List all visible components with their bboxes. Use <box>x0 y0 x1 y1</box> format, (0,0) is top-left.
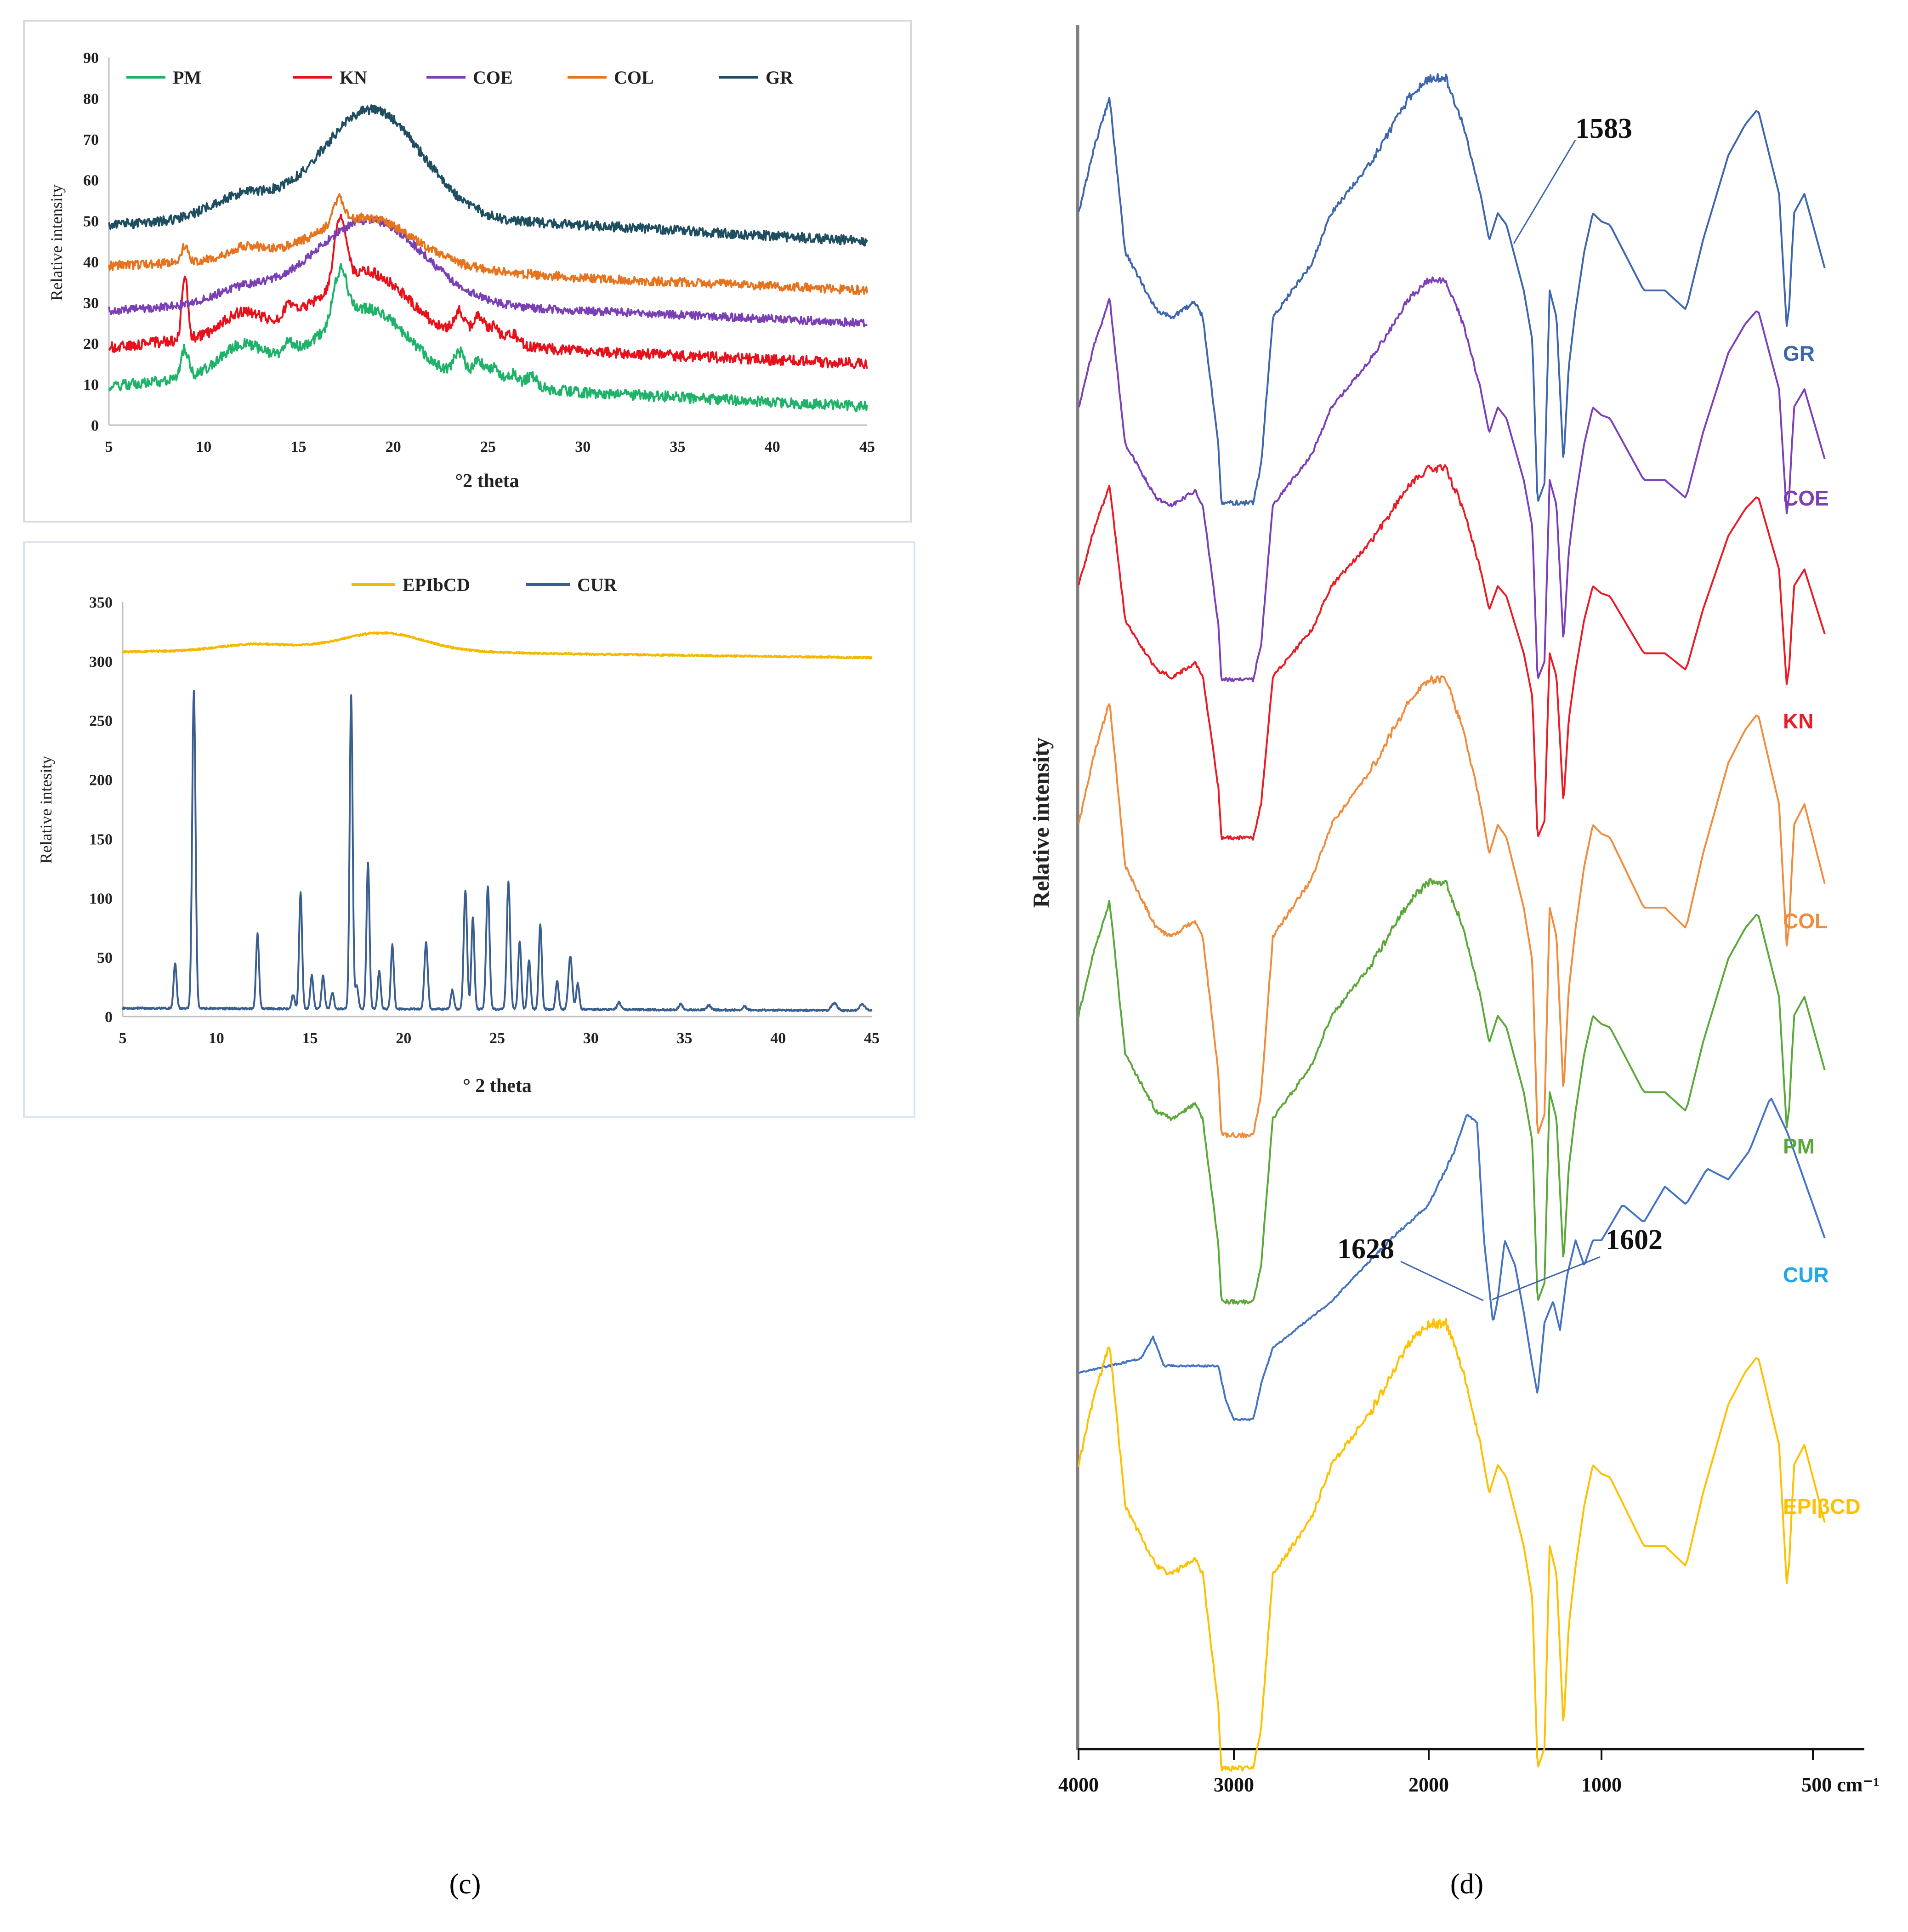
ftir-x-tick: 4000 <box>1058 1773 1099 1796</box>
ftir-label-pm: PM <box>1783 1134 1815 1158</box>
xrd-complexes-x-label: °2 theta <box>455 471 519 492</box>
xrd-pure-y-tick: 150 <box>89 831 113 848</box>
panel-label-d: (d) <box>1450 1869 1483 1900</box>
xrd-pure-x-tick: 10 <box>209 1030 224 1047</box>
xrd-complexes-series-col <box>108 193 868 295</box>
xrd-complexes-y-tick: 90 <box>83 50 99 67</box>
xrd-pure-x-tick: 20 <box>396 1030 411 1047</box>
xrd-pure-y-tick: 250 <box>89 713 113 730</box>
xrd-complexes-y-tick: 80 <box>83 91 99 108</box>
xrd-pure-axes <box>122 602 872 1017</box>
xrd-pure-legend: EPIbCD CUR <box>352 574 618 595</box>
xrd-complexes-chart: 5 10 15 20 25 30 35 40 45 0 10 20 30 40 50 60 70 80 90 PM… <box>23 20 912 523</box>
xrd-pure-x-tick: 15 <box>302 1030 318 1047</box>
xrd-pure-y-tick: 300 <box>89 653 113 671</box>
xrd-complexes-y-tick: 0 <box>91 417 99 434</box>
legend-label-epibcd: EPIbCD <box>403 574 470 595</box>
ftir-y-label: Relative intensity <box>1028 738 1054 908</box>
ftir-x-tick: 500 cm⁻¹ <box>1801 1773 1880 1796</box>
xrd-complexes-x-tick: 10 <box>196 438 211 455</box>
ftir-series-coe <box>1078 276 1826 682</box>
xrd-complexes-y-tick: 20 <box>83 335 99 352</box>
xrd-pure-x-tick: 30 <box>583 1030 599 1047</box>
xrd-complexes-x-tick: 15 <box>291 438 307 455</box>
xrd-pure-y-label: Relative intesity <box>37 756 55 864</box>
ftir-series-cur <box>1078 1097 1826 1421</box>
xrd-pure-series-epibcd <box>122 631 873 659</box>
xrd-complexes-series-pm <box>108 263 868 412</box>
xrd-complexes-y-tick: 70 <box>83 131 99 148</box>
xrd-pure-series-cur <box>122 690 873 1012</box>
ftir-x-tick: 1000 <box>1581 1773 1622 1796</box>
xrd-pure-chart: 5 10 15 20 25 30 35 40 45 050100150200250300350 … <box>23 541 915 1118</box>
xrd-pure-y-tick: 50 <box>97 949 113 966</box>
xrd-pure-x-tick: 5 <box>119 1030 127 1047</box>
annotation-1583: 1583 <box>1575 113 1632 144</box>
xrd-complexes-y-tick: 50 <box>83 213 99 230</box>
xrd-complexes-x-tick: 20 <box>386 438 401 455</box>
ftir-label-col: COL <box>1783 909 1828 933</box>
xrd-complexes-x-tick: 25 <box>480 438 496 455</box>
xrd-pure-y-tick: 100 <box>89 890 113 907</box>
ftir-series-pm <box>1078 878 1826 1305</box>
ftir-series-col <box>1078 675 1826 1138</box>
legend-label-coe: COE <box>473 67 513 88</box>
legend-label-pm: PM <box>173 67 201 88</box>
xrd-complexes-x-tick: 40 <box>765 438 780 455</box>
annotation-1583-leader <box>1513 140 1576 244</box>
ftir-series-kn <box>1078 464 1826 841</box>
xrd-complexes-y-tick: 30 <box>83 295 99 312</box>
ftir-label-cur: CUR <box>1783 1263 1829 1287</box>
xrd-complexes-axes <box>108 57 867 426</box>
ftir-series-gr <box>1078 73 1826 506</box>
panel-label-c: (c) <box>449 1869 481 1900</box>
xrd-complexes-series-coe <box>108 215 868 328</box>
xrd-complexes-series-kn <box>108 214 868 369</box>
ftir-x-tick: 2000 <box>1408 1773 1449 1796</box>
ftir-label-epi-cd: EPIβCD <box>1783 1494 1861 1518</box>
xrd-pure-x-tick: 25 <box>489 1030 505 1047</box>
xrd-pure-y-tick: 200 <box>89 772 113 789</box>
legend-label-col: COL <box>614 67 654 88</box>
annotation-1628-leader <box>1400 1261 1484 1301</box>
xrd-complexes-frame <box>23 20 912 523</box>
annotation-1628: 1628 <box>1337 1233 1394 1265</box>
legend-label-kn: KN <box>340 67 367 88</box>
xrd-complexes-legend: PM KN COE COL GR <box>126 67 794 88</box>
ftir-label-coe: COE <box>1783 486 1829 510</box>
xrd-pure-x-tick: 40 <box>770 1030 786 1047</box>
xrd-complexes-y-tick: 10 <box>83 376 99 393</box>
ftir-label-kn: KN <box>1783 709 1813 733</box>
xrd-pure-y-tick: 350 <box>89 594 113 611</box>
xrd-complexes-y-tick: 60 <box>83 172 99 189</box>
xrd-pure-frame <box>23 541 915 1118</box>
xrd-pure-y-tick: 0 <box>105 1009 113 1026</box>
ftir-x-tick: 3000 <box>1214 1773 1254 1796</box>
xrd-pure-x-tick: 35 <box>677 1030 693 1047</box>
ftir-label-gr: GR <box>1783 341 1815 365</box>
annotation-1602: 1602 <box>1606 1224 1663 1256</box>
ftir-chart: 4000 3000 2000 1000 500 cm⁻¹ GR COE KN COL PM CUR… <box>1028 25 1880 1796</box>
xrd-complexes-x-tick: 5 <box>105 438 113 455</box>
xrd-complexes-y-tick: 40 <box>83 254 99 271</box>
legend-label-cur: CUR <box>577 574 618 595</box>
xrd-complexes-x-tick: 35 <box>670 438 686 455</box>
xrd-pure-x-label: ° 2 theta <box>463 1075 532 1097</box>
xrd-pure-x-tick: 45 <box>864 1030 880 1047</box>
xrd-complexes-series-gr <box>108 104 868 247</box>
ftir-series-epi-cd <box>1078 1318 1826 1772</box>
xrd-complexes-x-tick: 45 <box>859 438 875 455</box>
xrd-complexes-x-tick: 30 <box>575 438 591 455</box>
legend-label-gr: GR <box>766 67 794 88</box>
annotation-1602-leader <box>1492 1256 1601 1301</box>
xrd-complexes-y-label: Relative intensity <box>47 185 66 301</box>
